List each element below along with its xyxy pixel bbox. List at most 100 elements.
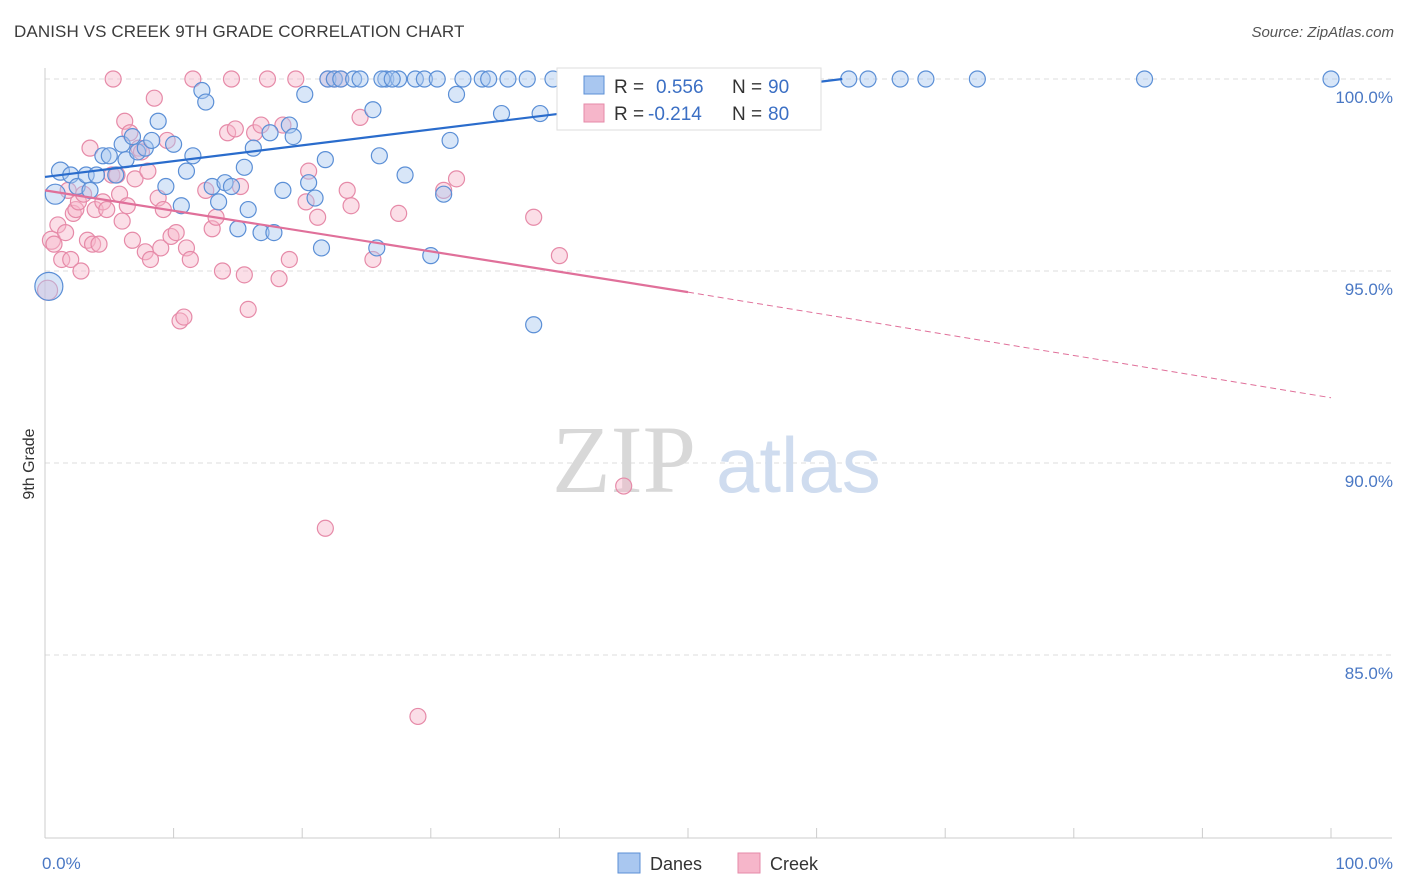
bottom-legend-creek-label: Creek — [770, 854, 819, 874]
creek-point — [83, 235, 102, 253]
legend-danes-r-value: 0.556 — [656, 77, 704, 98]
danes-point — [525, 316, 543, 334]
series-legend: Danes Creek — [617, 852, 819, 874]
danes-point — [123, 128, 142, 146]
creek-point — [213, 262, 232, 280]
danes-point — [149, 112, 167, 130]
danes-point — [306, 189, 324, 207]
danes-point — [184, 147, 202, 165]
danes-point — [143, 131, 161, 150]
creek-point — [62, 250, 80, 269]
creek-point — [447, 170, 466, 188]
creek-point — [226, 120, 244, 138]
danes-point — [172, 197, 190, 215]
creek-point — [139, 162, 157, 180]
y-tick-labels: 100.0% 95.0% 90.0% 85.0% — [1335, 88, 1393, 683]
danes-point — [891, 70, 909, 88]
danes-point — [296, 85, 314, 103]
danes-point — [415, 70, 433, 88]
correlation-legend: R = 0.556 N = 90 R = -0.214 N = 80 — [556, 67, 822, 131]
danes-point — [100, 147, 118, 165]
creek-point — [53, 250, 71, 269]
creek-point — [235, 266, 253, 284]
creek-point — [123, 231, 142, 249]
danes-point — [428, 70, 446, 88]
creek-point — [409, 707, 427, 726]
danes-point — [968, 70, 986, 88]
danes-point — [312, 239, 331, 257]
creek-point — [615, 477, 633, 495]
creek-point — [222, 70, 241, 88]
danes-point — [370, 147, 388, 165]
danes-point — [274, 181, 292, 199]
bottom-legend-danes-swatch — [617, 852, 641, 874]
creek-point — [239, 300, 257, 318]
danes-point — [261, 124, 279, 142]
y-tick-label: 100.0% — [1335, 88, 1393, 107]
danes-point — [345, 70, 363, 88]
watermark-atlas: atlas — [716, 421, 881, 509]
creek-point — [525, 208, 543, 226]
danes-point — [435, 185, 453, 203]
creek-point — [141, 250, 160, 269]
danes-point — [316, 151, 334, 169]
watermark-zip: ZIP — [552, 406, 696, 513]
creek-point — [145, 89, 163, 107]
legend-danes-swatch — [583, 75, 605, 95]
creek-point — [118, 197, 136, 215]
legend-danes-r-label: R = — [614, 77, 644, 98]
danes-point — [165, 135, 183, 153]
creek-point — [98, 200, 116, 219]
creek-point — [72, 262, 90, 280]
creek-point — [184, 70, 202, 88]
legend-creek-r-value: -0.214 — [648, 104, 702, 125]
creek-point — [287, 70, 305, 88]
danes-point — [406, 70, 424, 88]
creek-point — [309, 208, 327, 226]
creek-trend-extension — [687, 291, 1332, 399]
creek-points — [36, 70, 633, 726]
legend-creek-r-label: R = — [614, 104, 644, 125]
creek-point — [152, 239, 170, 257]
danes-point — [377, 70, 395, 88]
danes-point — [332, 70, 350, 88]
creek-point — [181, 250, 199, 269]
creek-point — [45, 235, 63, 253]
danes-point — [917, 70, 935, 88]
danes-point — [229, 220, 247, 238]
danes-point — [325, 70, 343, 88]
danes-point — [244, 139, 262, 157]
danes-point — [197, 93, 215, 111]
creek-point — [351, 108, 369, 127]
creek-point — [338, 181, 356, 199]
creek-point — [316, 519, 334, 537]
danes-point — [1322, 70, 1340, 88]
danes-point — [396, 166, 414, 184]
danes-point — [265, 224, 283, 242]
danes-point — [203, 177, 221, 196]
creek-point — [90, 235, 108, 253]
y-axis-title: 9th Grade — [21, 428, 38, 499]
creek-point — [167, 224, 185, 242]
legend-danes-n-value: 90 — [768, 77, 789, 98]
creek-point — [126, 170, 144, 188]
danes-point — [239, 200, 257, 219]
legend-creek-swatch — [583, 103, 605, 123]
y-tick-label: 95.0% — [1345, 280, 1393, 299]
danes-point — [94, 147, 112, 165]
bottom-legend-danes-label: Danes — [650, 854, 702, 874]
creek-point — [258, 70, 277, 88]
danes-point — [210, 193, 228, 211]
danes-point — [473, 70, 491, 88]
legend-creek-n-value: 80 — [768, 104, 789, 125]
chart-source: Source: ZipAtlas.com — [1251, 24, 1394, 41]
danes-point — [222, 177, 241, 196]
creek-point — [435, 181, 453, 199]
creek-point — [175, 308, 193, 326]
creek-point — [56, 224, 75, 242]
creek-trend-line — [44, 189, 689, 294]
danes-point — [1135, 70, 1154, 88]
creek-point — [219, 124, 237, 142]
creek-point — [274, 116, 292, 134]
danes-point — [390, 70, 408, 88]
